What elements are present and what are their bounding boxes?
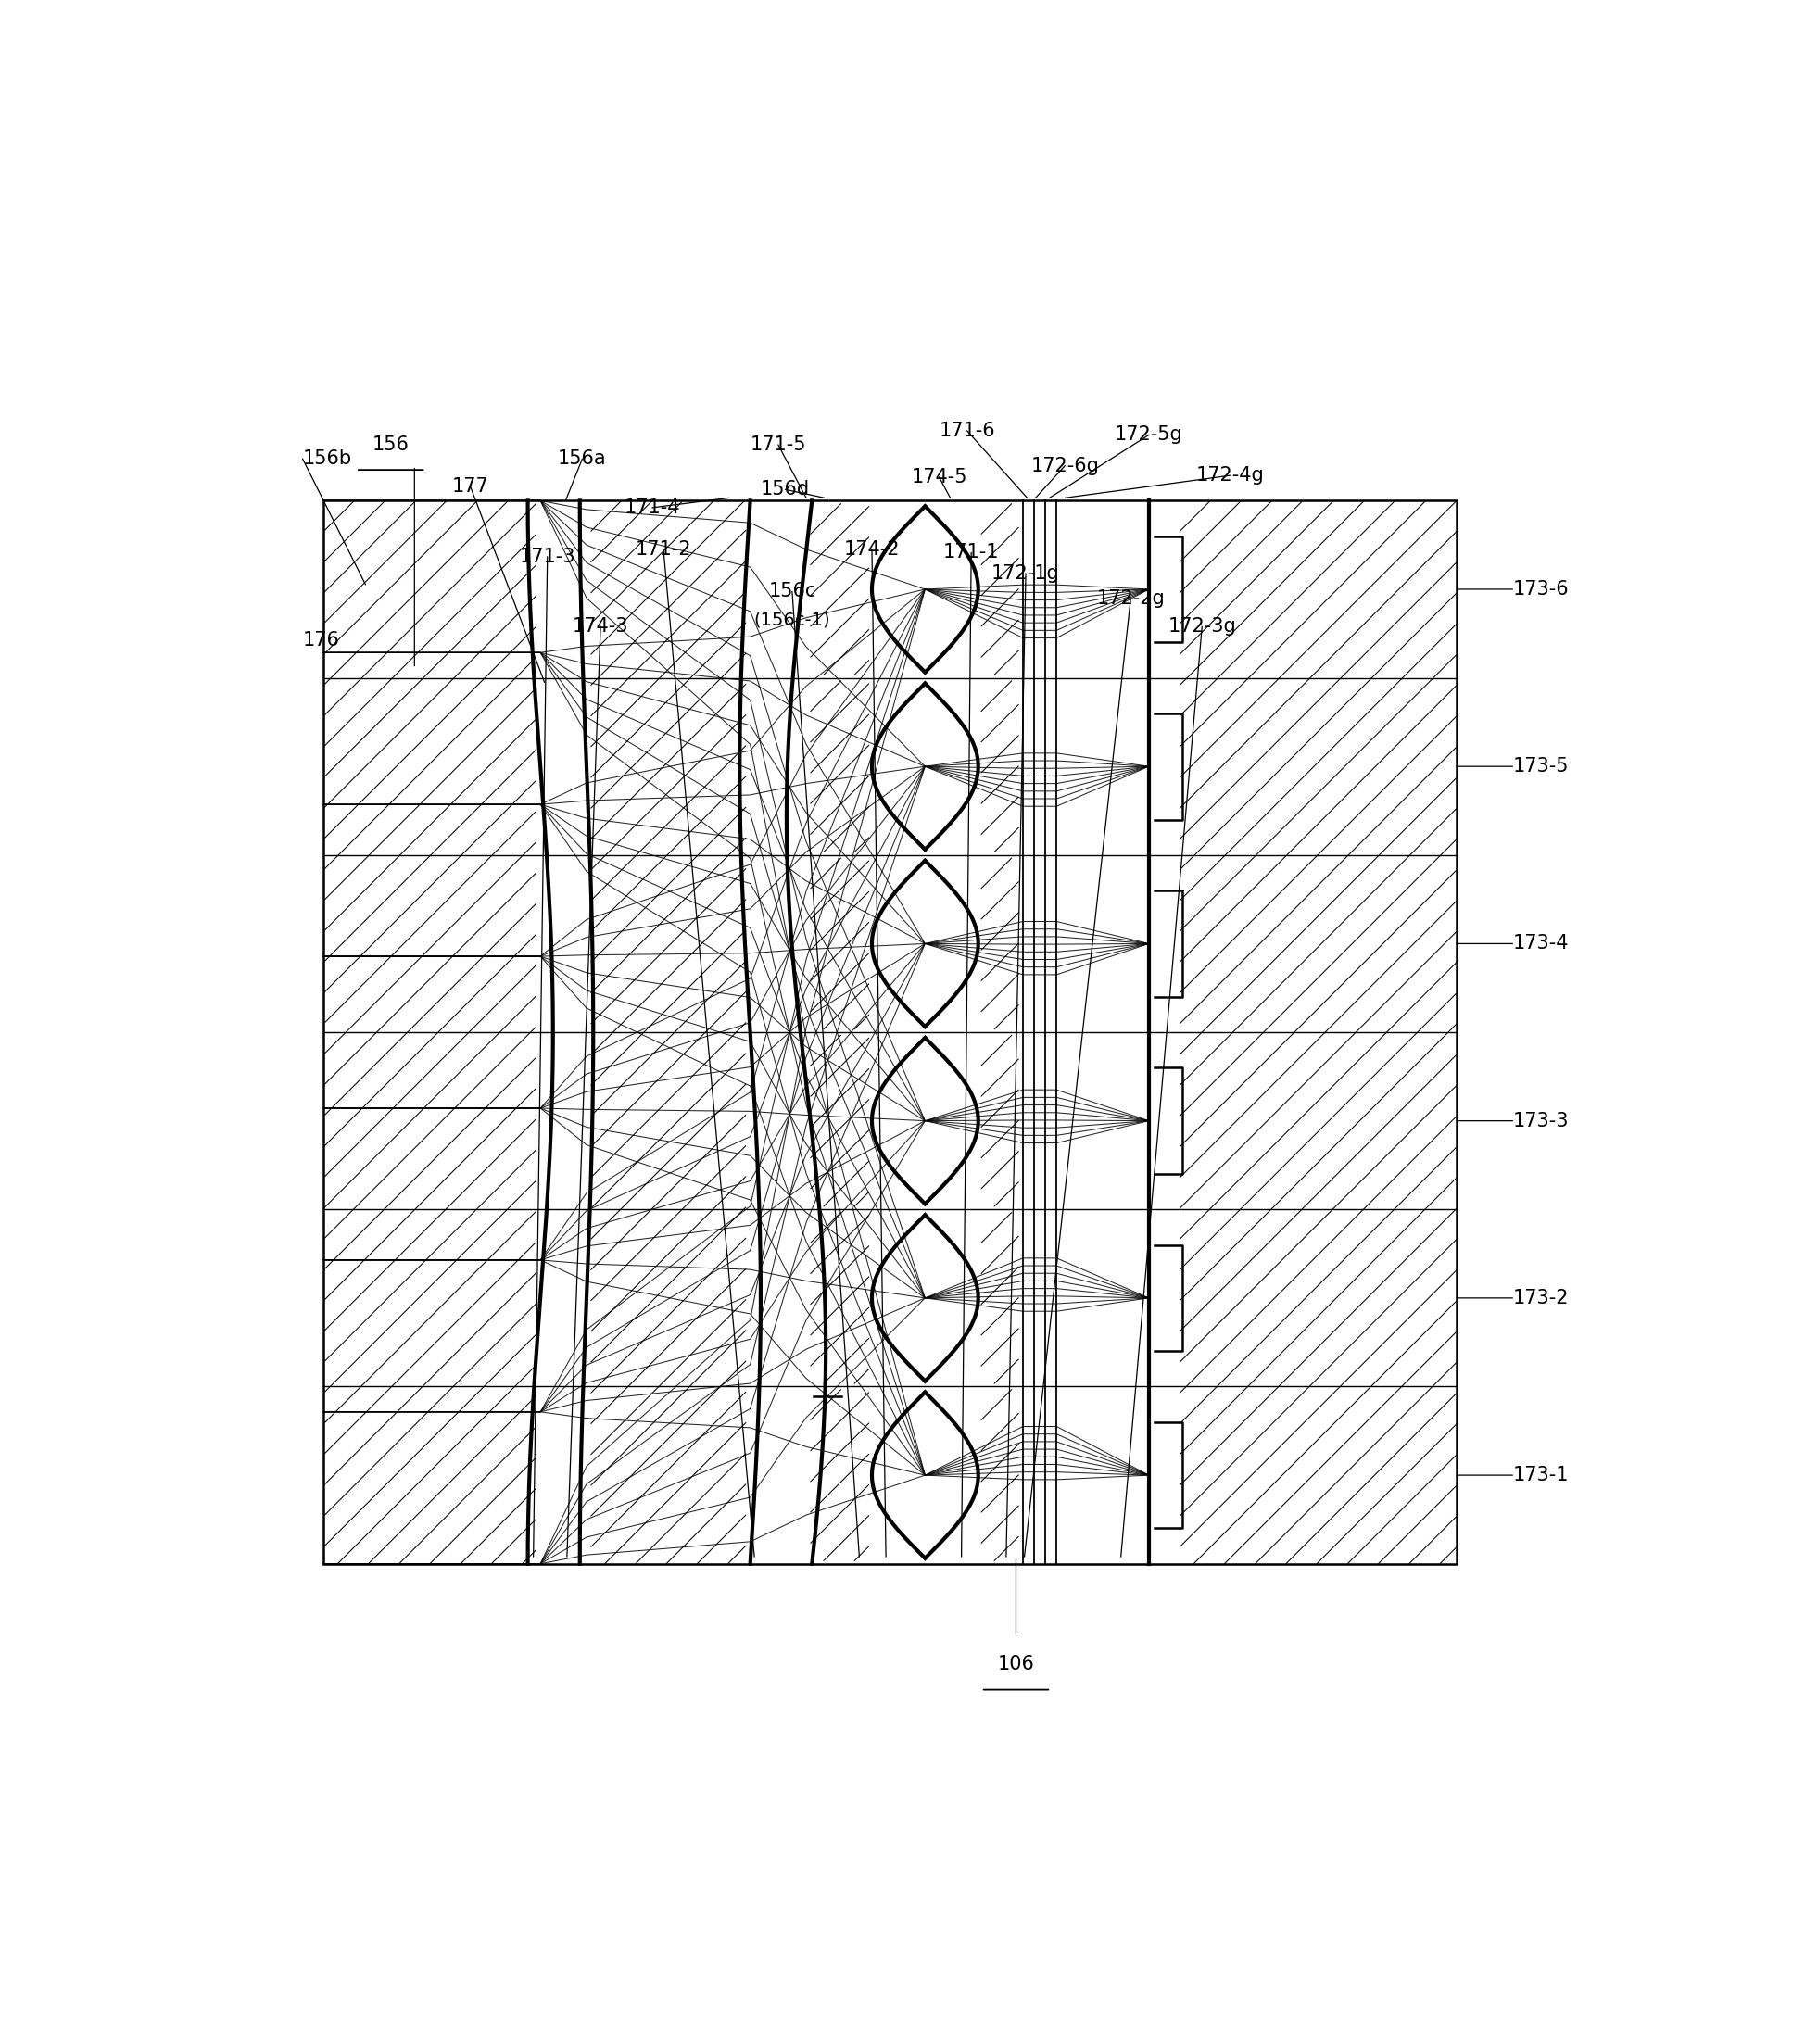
- Text: 173-3: 173-3: [1513, 1112, 1569, 1130]
- Text: 172-1g: 172-1g: [991, 564, 1060, 583]
- Text: 173-1: 173-1: [1513, 1466, 1569, 1484]
- Text: 172-2g: 172-2g: [1096, 589, 1164, 607]
- Text: 156d: 156d: [760, 480, 810, 499]
- Text: 174-2: 174-2: [845, 540, 901, 558]
- Text: 171-3: 171-3: [520, 548, 576, 566]
- Text: (156c-1): (156c-1): [754, 611, 830, 628]
- Text: 173-2: 173-2: [1513, 1288, 1569, 1308]
- Text: 176: 176: [301, 632, 339, 650]
- Text: 171-6: 171-6: [939, 421, 995, 439]
- Text: 172-5g: 172-5g: [1115, 425, 1182, 444]
- Text: 174-5: 174-5: [912, 468, 967, 486]
- Text: 172-3g: 172-3g: [1168, 617, 1236, 636]
- Text: 156c: 156c: [769, 583, 816, 601]
- Text: 171-2: 171-2: [635, 540, 691, 558]
- Text: 171-4: 171-4: [625, 499, 680, 517]
- Text: 156b: 156b: [303, 450, 352, 468]
- Text: 171-1: 171-1: [944, 544, 1000, 562]
- Text: 174-3: 174-3: [572, 617, 628, 636]
- Text: 173-6: 173-6: [1513, 580, 1569, 599]
- Text: 172-6g: 172-6g: [1031, 456, 1099, 474]
- Text: 173-5: 173-5: [1513, 756, 1569, 777]
- Text: 171-5: 171-5: [751, 435, 807, 454]
- Text: 173-4: 173-4: [1513, 934, 1569, 953]
- Text: 177: 177: [451, 478, 489, 497]
- Text: 156a: 156a: [558, 450, 606, 468]
- Text: 106: 106: [998, 1656, 1034, 1674]
- Text: 172-4g: 172-4g: [1197, 466, 1263, 484]
- Text: 156: 156: [372, 435, 410, 454]
- Bar: [323, 501, 1457, 1564]
